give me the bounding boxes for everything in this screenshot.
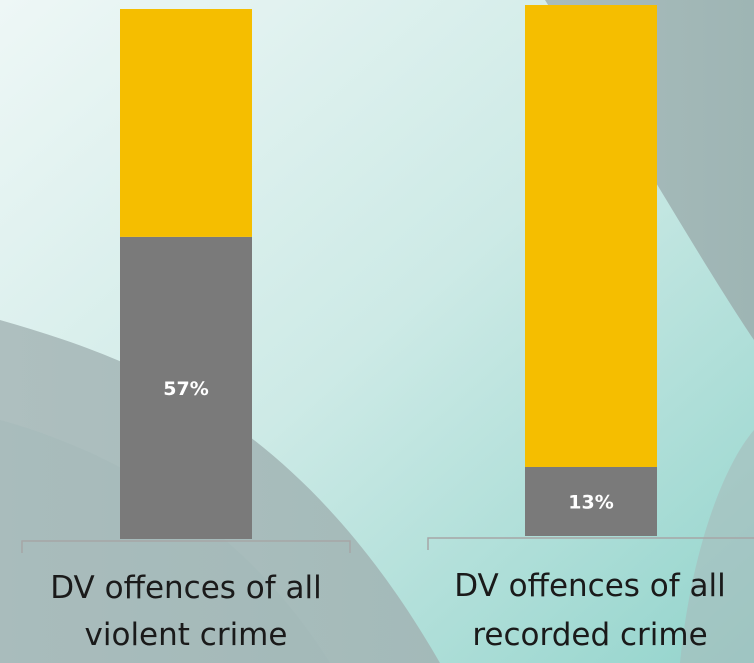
category-label-2-line-2: recorded crime: [472, 617, 707, 653]
category-bracket-2: [427, 537, 754, 550]
bar-segment-1-series-2: [120, 9, 252, 237]
bar-segment-2-series-2: [525, 5, 657, 467]
data-label-1: 57%: [163, 378, 208, 400]
bars-layer: 57% 13%: [120, 5, 657, 539]
category-labels: DV offences of all violent crime DV offenc…: [50, 568, 726, 653]
data-label-2: 13%: [568, 491, 613, 513]
category-label-1-line-2: violent crime: [85, 617, 288, 653]
category-label-2-line-1: DV offences of all: [454, 568, 726, 604]
category-label-1-line-1: DV offences of all: [50, 570, 322, 606]
right-edge-swoosh: [680, 430, 754, 663]
bar-segment-2-series-1: [525, 466, 657, 536]
bar-segment-1-series-1: [120, 236, 252, 539]
category-bracket-1: [21, 540, 351, 553]
category-axis: [21, 537, 754, 553]
